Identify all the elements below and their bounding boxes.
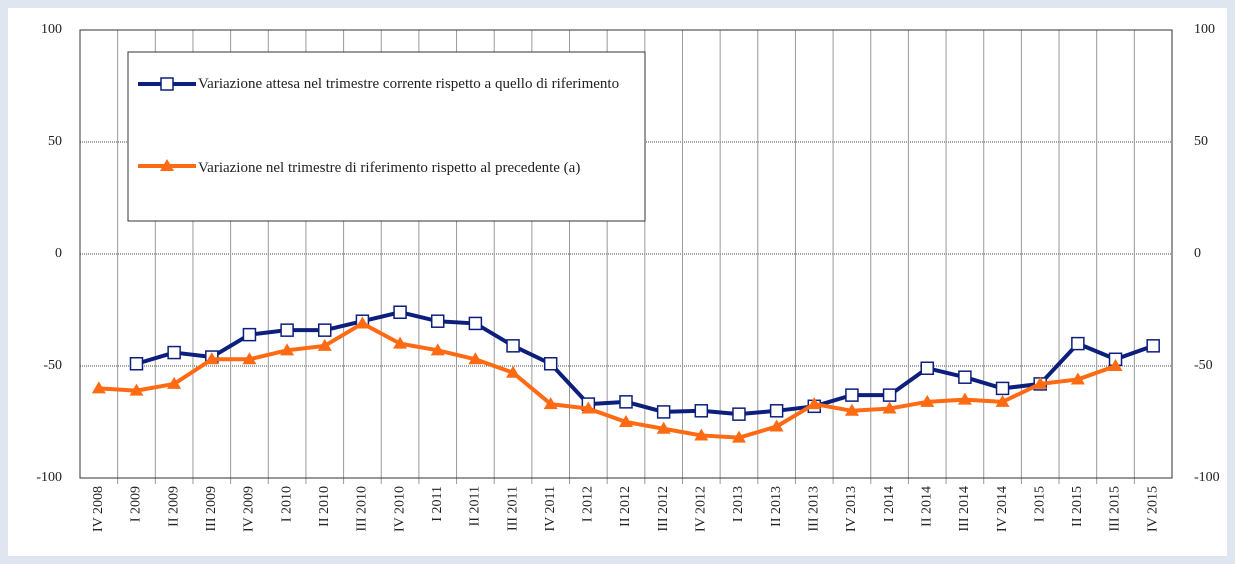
legend-label: Variazione nel trimestre di riferimento … <box>198 160 581 176</box>
x-tick-label: III 2015 <box>1108 486 1123 532</box>
point <box>506 365 521 378</box>
y-tick-label: 50 <box>48 134 62 149</box>
x-tick-label: I 2015 <box>1032 486 1047 522</box>
point <box>694 428 709 441</box>
point <box>91 381 106 394</box>
x-tick-label: IV 2014 <box>995 486 1010 532</box>
point <box>204 352 219 365</box>
point <box>1033 376 1048 389</box>
point <box>845 388 859 402</box>
point <box>769 404 784 418</box>
legend-marker <box>160 159 174 171</box>
point <box>1071 336 1085 351</box>
x-tick-label: II 2011 <box>468 486 483 526</box>
x-tick-label: I 2013 <box>731 486 746 522</box>
point <box>430 343 445 356</box>
point <box>844 403 859 416</box>
point <box>656 405 671 419</box>
series-line <box>135 310 1154 417</box>
legend-label: Variazione attesa nel trimestre corrente… <box>198 76 620 92</box>
point <box>958 370 972 384</box>
point <box>957 392 972 405</box>
x-tick-label: IV 2010 <box>392 486 407 532</box>
point <box>393 336 408 349</box>
point <box>317 338 332 351</box>
point <box>619 415 633 427</box>
point <box>920 394 935 407</box>
point <box>242 327 257 342</box>
x-tick-label: IV 2008 <box>91 486 106 532</box>
point <box>995 381 1010 396</box>
x-tick-label: II 2009 <box>166 486 181 527</box>
point <box>1108 359 1123 371</box>
point <box>581 401 596 414</box>
plot-border <box>79 29 1173 479</box>
point <box>280 343 295 356</box>
x-tick-label: II 2015 <box>1070 486 1085 527</box>
point <box>468 316 483 331</box>
y-tick-label: 100 <box>41 22 62 37</box>
y2-tick-label: -100 <box>1194 470 1220 485</box>
legend-box <box>127 51 646 222</box>
point <box>1070 372 1085 385</box>
point <box>167 345 181 360</box>
point <box>1146 339 1160 353</box>
point <box>543 357 558 371</box>
point <box>280 323 294 337</box>
point <box>769 419 784 432</box>
point <box>129 357 144 371</box>
x-tick-label: IV 2009 <box>242 486 257 532</box>
point <box>656 421 671 434</box>
x-tick-label: I 2010 <box>279 486 294 522</box>
point <box>732 407 746 421</box>
y2-tick-label: 0 <box>1194 246 1201 261</box>
x-tick-label: III 2013 <box>806 486 821 532</box>
x-tick-label: III 2009 <box>204 486 219 532</box>
series-line <box>98 321 1117 440</box>
point <box>807 397 822 410</box>
x-tick-label: IV 2013 <box>844 486 859 532</box>
y-tick-label: -50 <box>43 358 62 373</box>
x-tick-label: III 2014 <box>957 486 972 532</box>
x-tick-label: IV 2012 <box>694 486 709 532</box>
x-tick-label: I 2009 <box>129 486 144 522</box>
x-tick-label: IV 2011 <box>543 486 558 532</box>
y-tick-label: -100 <box>36 470 62 485</box>
x-tick-label: I 2011 <box>430 486 445 522</box>
point <box>920 361 934 375</box>
x-tick-label: III 2010 <box>355 486 370 532</box>
y-tick-label: 0 <box>55 246 62 261</box>
point <box>619 395 633 409</box>
point <box>393 305 407 319</box>
point <box>882 388 897 402</box>
x-tick-label: II 2014 <box>919 486 934 527</box>
point <box>129 383 144 396</box>
x-tick-label: II 2012 <box>618 486 633 527</box>
point <box>318 323 332 337</box>
point <box>355 316 370 329</box>
point <box>430 314 445 328</box>
x-tick-label: II 2010 <box>317 486 332 527</box>
legend-marker <box>160 77 174 91</box>
x-tick-label: I 2012 <box>581 486 596 522</box>
x-tick-label: IV 2015 <box>1145 486 1160 532</box>
y2-tick-label: 100 <box>1194 22 1215 37</box>
point <box>694 404 709 418</box>
point <box>995 394 1010 407</box>
point <box>506 339 520 353</box>
x-tick-label: II 2013 <box>769 486 784 527</box>
x-tick-label: III 2012 <box>656 486 671 532</box>
x-tick-label: I 2014 <box>882 486 897 522</box>
point <box>543 397 558 410</box>
x-tick-label: III 2011 <box>505 486 520 531</box>
y2-tick-label: -50 <box>1194 358 1213 373</box>
point <box>167 376 182 389</box>
point <box>242 352 257 365</box>
point <box>882 401 897 414</box>
point <box>731 430 746 443</box>
point <box>468 352 483 365</box>
y2-tick-label: 50 <box>1194 134 1208 149</box>
